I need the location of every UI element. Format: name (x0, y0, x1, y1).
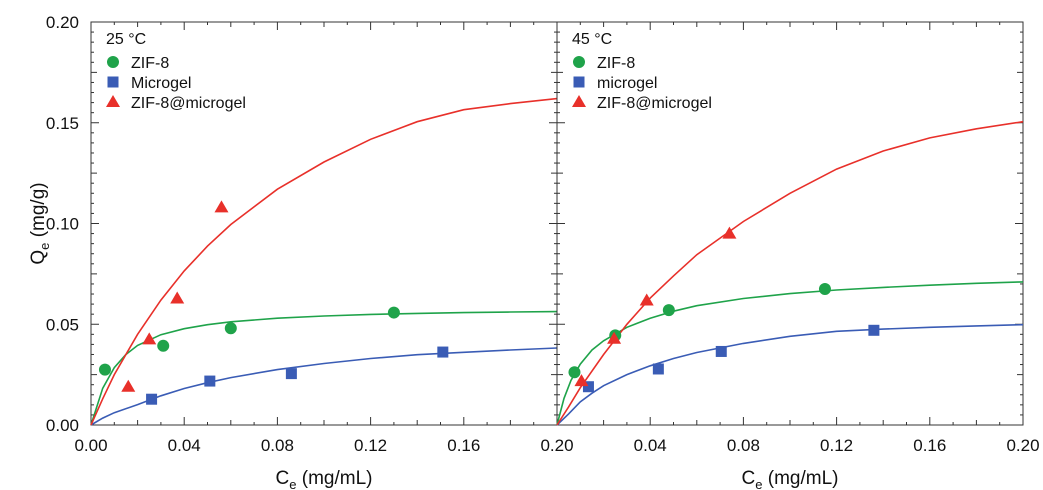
legend-marker (106, 95, 120, 108)
x-tick-label: 0.20 (540, 436, 573, 455)
data-point-zif-8 (224, 322, 237, 335)
x-tick-label: 0.04 (168, 436, 201, 455)
legend-label: ZIF-8@microgel (131, 95, 246, 112)
fit-curve-zif-8 (90, 310, 558, 426)
fit-curve-microgel (90, 347, 558, 426)
legend-label: ZIF-8 (131, 55, 169, 72)
x-axis-label-unit: (mg/mL) (762, 468, 838, 489)
x-tick-label: 0.12 (820, 436, 853, 455)
legend-marker (572, 95, 586, 108)
legend-marker (107, 76, 119, 88)
data-point-zif-8 (98, 363, 111, 376)
x-tick-label: 0.12 (354, 436, 387, 455)
y-tick-label: 0.10 (46, 215, 79, 234)
panel-1: 0.00 0.04 0.08 0.12 0.16 0.20 0.00 0.05 0.10 0.15… (28, 13, 574, 490)
chart-panels: 0.00 0.04 0.08 0.12 0.16 0.20 0.00 0.05 0.10 0.15… (28, 13, 1040, 490)
x-axis-label: Ce (mg/mL) (276, 468, 373, 490)
legend-label: Microgel (131, 75, 191, 92)
data-point-zif-8-microgel (574, 374, 589, 387)
x-axis-label-main: C (276, 468, 290, 489)
data-point-zif-8-microgel (170, 291, 185, 304)
fit-curve-microgel (556, 323, 1024, 426)
x-axis-label-unit: (mg/mL) (296, 468, 372, 489)
panel-2: 0.04 0.08 0.12 0.16 0.20 Ce (mg/mL) 45 °C ZIF-8… (556, 21, 1040, 490)
fit-curve-zif-8-microgel (90, 97, 558, 426)
legend-label: ZIF-8 (597, 55, 635, 72)
data-point-microgel (652, 363, 664, 375)
data-point-microgel (715, 345, 727, 357)
y-axis-label-main: Q (28, 250, 49, 265)
panel-temperature-label: 25 °C (106, 31, 146, 48)
legend-marker (573, 76, 585, 88)
data-point-microgel (437, 346, 449, 358)
data-point-zif-8 (157, 339, 170, 352)
data-point-zif-8 (662, 304, 675, 317)
fit-curve-zif-8 (556, 281, 1024, 426)
legend-label: microgel (597, 75, 657, 92)
legend-label: ZIF-8@microgel (597, 95, 712, 112)
data-point-zif-8-microgel (722, 226, 737, 239)
data-point-zif-8-microgel (607, 331, 622, 344)
x-tick-label: 0.16 (447, 436, 480, 455)
data-point-zif-8-microgel (121, 379, 136, 392)
x-tick-label: 0.00 (74, 436, 107, 455)
data-point-zif-8 (568, 366, 581, 379)
data-point-microgel (204, 375, 216, 387)
data-point-zif-8 (818, 282, 831, 295)
y-axis-label-unit: (mg/g) (28, 182, 49, 242)
panel-temperature-label: 45 °C (572, 31, 612, 48)
legend-marker (573, 56, 585, 68)
y-tick-label: 0.20 (46, 13, 79, 32)
x-axis-label-sub: e (755, 477, 762, 490)
x-tick-label: 0.16 (913, 436, 946, 455)
data-point-microgel (146, 393, 158, 405)
x-axis-label: Ce (mg/mL) (742, 468, 839, 490)
y-axis-label-sub: e (37, 243, 52, 250)
data-point-zif-8-microgel (214, 200, 229, 213)
data-point-microgel (582, 381, 594, 393)
legend-marker (107, 56, 119, 68)
fit-curve-zif-8-microgel (556, 120, 1024, 426)
x-axis-label-main: C (742, 468, 756, 489)
data-point-zif-8-microgel (142, 332, 157, 345)
x-tick-label: 0.08 (727, 436, 760, 455)
y-tick-label: 0.00 (46, 416, 79, 435)
x-tick-label: 0.08 (261, 436, 294, 455)
y-axis-label: Qe (mg/g) (28, 182, 52, 264)
x-tick-label: 0.20 (1006, 436, 1039, 455)
x-axis-label-sub: e (289, 477, 296, 490)
y-tick-label: 0.05 (46, 315, 79, 334)
x-tick-label: 0.04 (634, 436, 667, 455)
data-point-zif-8 (387, 306, 400, 319)
data-point-microgel (285, 368, 297, 380)
data-point-zif-8-microgel (639, 293, 654, 306)
y-tick-label: 0.15 (46, 114, 79, 133)
data-point-microgel (868, 324, 880, 336)
